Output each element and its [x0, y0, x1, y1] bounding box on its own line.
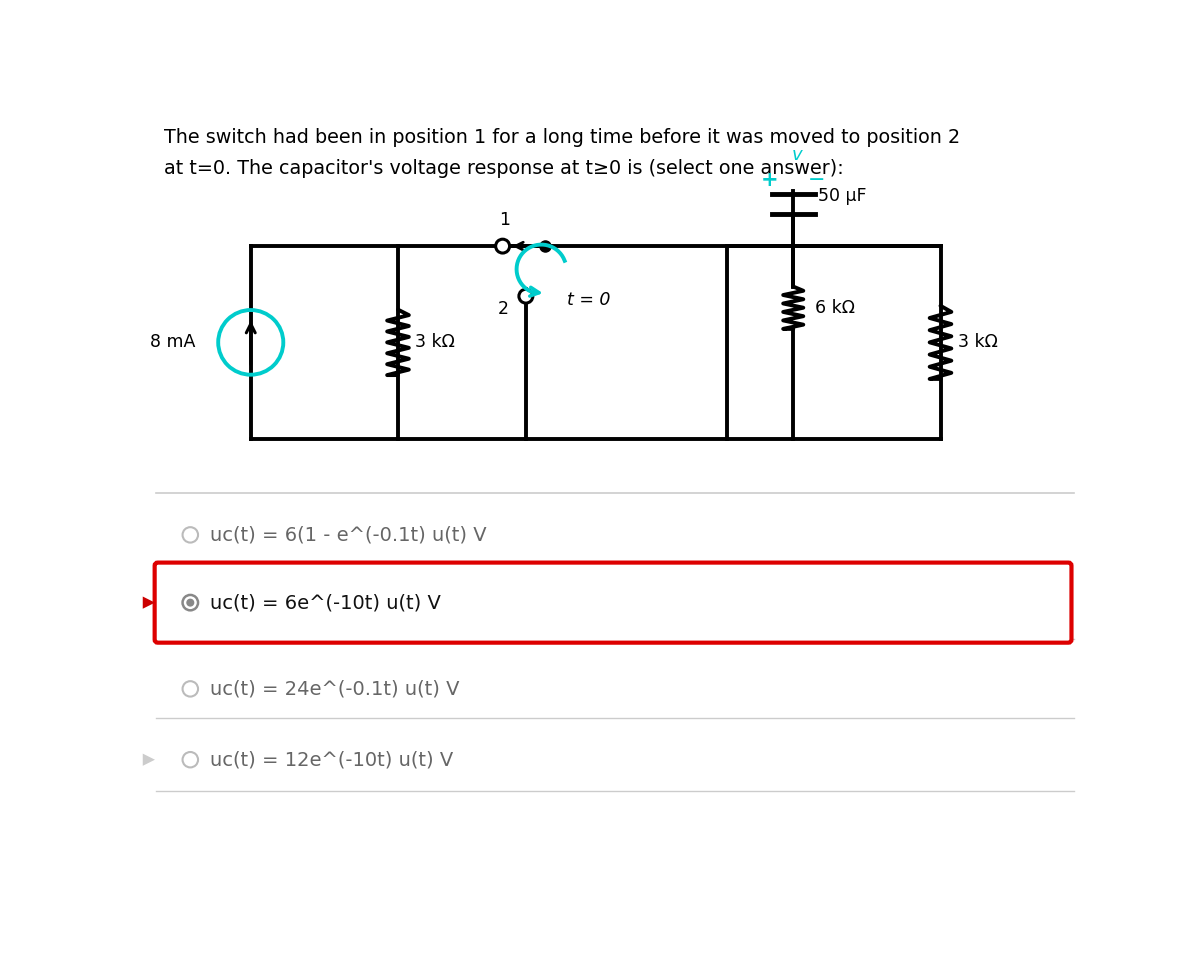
- Text: at t=0. The capacitor's voltage response at t≥0 is (select one answer):: at t=0. The capacitor's voltage response…: [164, 160, 844, 178]
- Text: 2: 2: [498, 300, 509, 318]
- Circle shape: [186, 598, 194, 606]
- Text: The switch had been in position 1 for a long time before it was moved to positio: The switch had been in position 1 for a …: [164, 128, 960, 147]
- Text: 8 mA: 8 mA: [150, 334, 194, 351]
- Text: 6 kΩ: 6 kΩ: [815, 299, 854, 317]
- Text: uc(t) = 6e^(-10t) u(t) V: uc(t) = 6e^(-10t) u(t) V: [210, 594, 440, 612]
- Text: −: −: [808, 170, 826, 190]
- Text: uc(t) = 24e^(-0.1t) u(t) V: uc(t) = 24e^(-0.1t) u(t) V: [210, 679, 460, 699]
- Text: v: v: [792, 147, 803, 164]
- Text: 3 kΩ: 3 kΩ: [958, 334, 997, 351]
- FancyBboxPatch shape: [155, 562, 1072, 643]
- Circle shape: [518, 289, 533, 304]
- Text: +: +: [761, 170, 779, 190]
- Circle shape: [496, 239, 510, 253]
- Text: 50 μF: 50 μF: [818, 187, 866, 205]
- Text: uc(t) = 12e^(-10t) u(t) V: uc(t) = 12e^(-10t) u(t) V: [210, 750, 452, 770]
- Text: uc(t) = 6(1 - e^(-0.1t) u(t) V: uc(t) = 6(1 - e^(-0.1t) u(t) V: [210, 525, 486, 544]
- Text: 3 kΩ: 3 kΩ: [415, 334, 455, 351]
- Text: t = 0: t = 0: [566, 291, 611, 308]
- Text: 1: 1: [499, 211, 510, 230]
